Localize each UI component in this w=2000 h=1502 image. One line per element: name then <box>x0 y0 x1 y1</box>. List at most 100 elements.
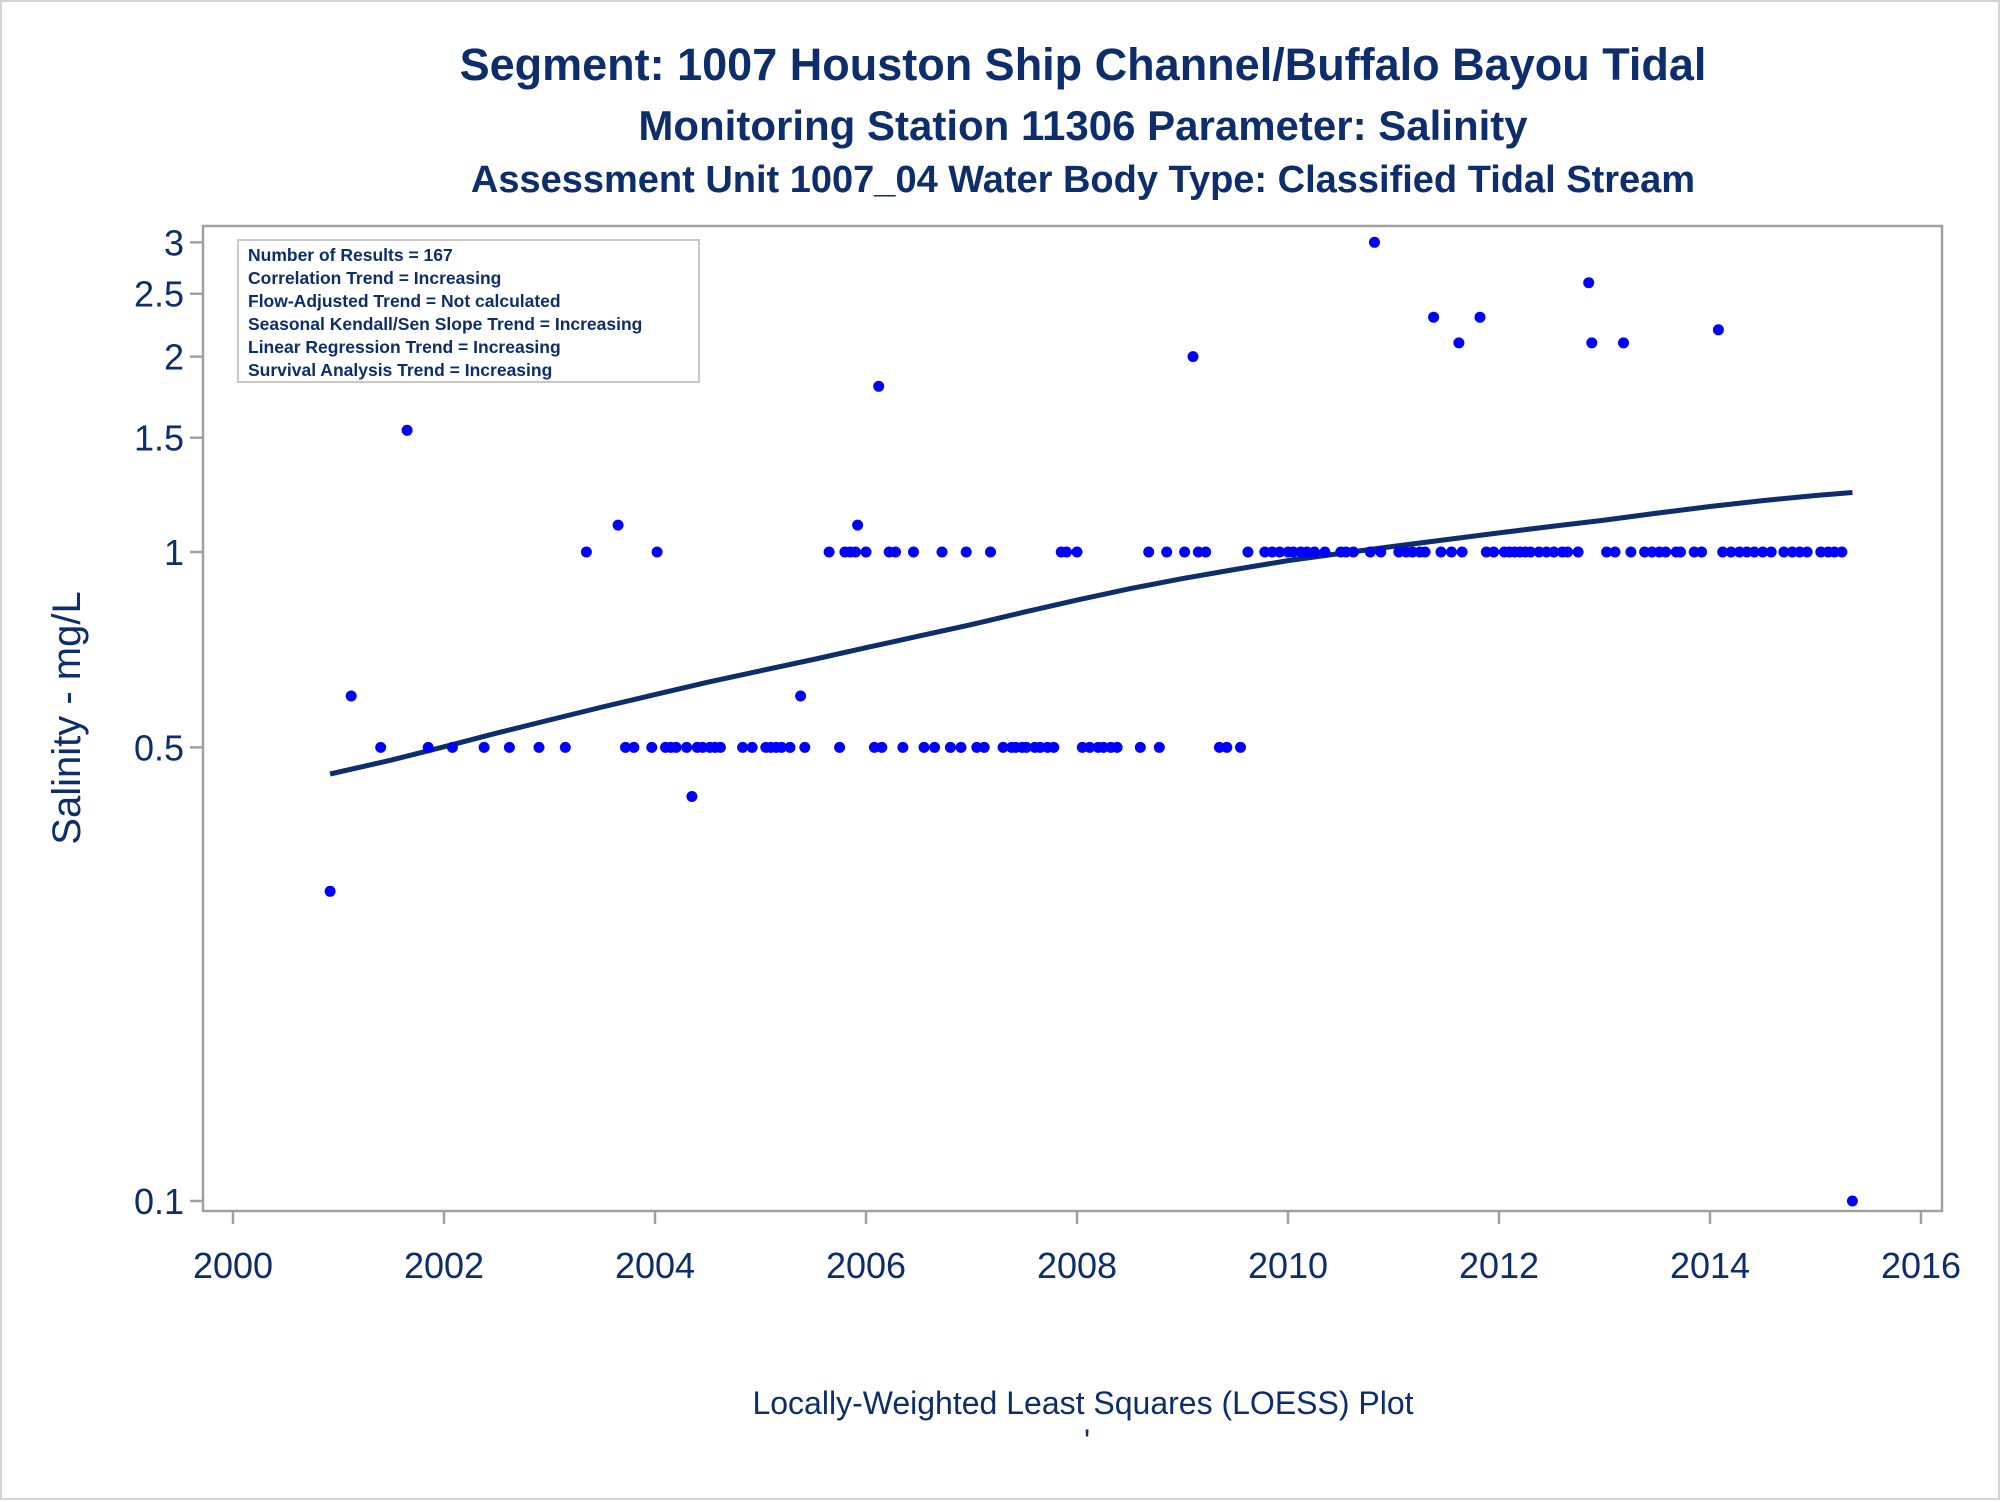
data-point <box>929 741 941 753</box>
data-point <box>1712 324 1724 336</box>
data-point <box>1525 546 1537 558</box>
y-axis: 0.1 0.5 1 1.5 2 2.5 3 <box>134 222 203 1222</box>
data-point <box>1625 546 1637 558</box>
data-point <box>1601 546 1613 558</box>
data-point <box>1020 741 1032 753</box>
data-point <box>776 741 788 753</box>
data-point <box>1428 311 1440 323</box>
data-point <box>1369 236 1380 248</box>
data-point <box>1801 546 1813 558</box>
data-point <box>1419 546 1431 558</box>
data-point <box>1179 546 1191 558</box>
data-point <box>1274 546 1286 558</box>
stats-line: Correlation Trend = Increasing <box>248 268 501 288</box>
stats-line: Linear Regression Trend = Increasing <box>248 337 561 357</box>
data-point <box>1364 546 1376 558</box>
data-point <box>823 546 835 558</box>
y-tick-label: 1 <box>164 532 184 573</box>
chart-subtitle: Monitoring Station 11306 Parameter: Sali… <box>638 102 1528 149</box>
x-tick-label: 2006 <box>826 1245 906 1286</box>
stats-line: Flow-Adjusted Trend = Not calculated <box>248 291 561 311</box>
data-point <box>1084 741 1096 753</box>
data-point <box>628 741 640 753</box>
data-point <box>784 741 796 753</box>
x-tick-label: 2008 <box>1037 1245 1117 1286</box>
data-point <box>1242 546 1254 558</box>
data-point <box>651 546 663 558</box>
data-point <box>978 741 990 753</box>
loess-line <box>329 490 1853 777</box>
data-point <box>580 546 592 558</box>
data-point <box>1778 546 1790 558</box>
data-point <box>1583 277 1595 289</box>
data-point <box>612 519 624 531</box>
data-point <box>1347 546 1359 558</box>
data-point <box>1757 546 1769 558</box>
data-point <box>345 690 357 702</box>
data-point <box>918 741 930 753</box>
data-point <box>860 546 872 558</box>
data-point <box>1488 546 1500 558</box>
data-point <box>944 741 956 753</box>
data-point <box>1153 741 1165 753</box>
data-point <box>646 741 658 753</box>
data-point <box>908 546 919 558</box>
y-tick-label: 2 <box>164 337 184 378</box>
scatter-points <box>324 236 1858 1207</box>
data-point <box>1134 741 1146 753</box>
data-point <box>1456 546 1468 558</box>
data-point <box>1474 311 1486 323</box>
data-point <box>1446 546 1457 558</box>
x-tick-label: 2004 <box>615 1245 695 1286</box>
data-point <box>401 424 413 436</box>
data-point <box>1846 1195 1858 1207</box>
chart-subtitle-2: Assessment Unit 1007_04 Water Body Type:… <box>471 159 1695 201</box>
data-point <box>1061 546 1072 558</box>
footnote-mark: ' <box>1084 1423 1090 1459</box>
data-point <box>1319 546 1331 558</box>
loess-layer <box>329 490 1853 777</box>
data-point <box>670 741 682 753</box>
data-point <box>1562 546 1574 558</box>
data-point <box>1308 546 1320 558</box>
data-point <box>1586 337 1598 349</box>
data-point <box>1200 546 1212 558</box>
data-point <box>1375 546 1387 558</box>
data-point <box>1235 741 1246 753</box>
data-point <box>686 791 698 802</box>
data-point <box>997 741 1009 753</box>
y-tick-label: 1.5 <box>134 418 184 459</box>
data-point <box>559 741 571 753</box>
data-point <box>1111 741 1123 753</box>
data-point <box>1696 546 1708 558</box>
data-point <box>897 741 909 753</box>
data-point <box>852 519 864 531</box>
stats-box-border <box>237 239 700 383</box>
data-point <box>1071 546 1083 558</box>
data-point <box>746 741 758 753</box>
plot-area <box>201 224 1944 1213</box>
data-point <box>1618 337 1629 349</box>
stats-line: Number of Results = 167 <box>248 245 453 265</box>
data-point <box>850 546 861 558</box>
stats-box: Number of Results = 167 Correlation Tren… <box>237 239 700 383</box>
data-point <box>1725 546 1737 558</box>
data-point <box>620 741 631 753</box>
data-point <box>324 885 336 897</box>
data-point <box>1660 546 1672 558</box>
data-point <box>681 741 693 753</box>
data-point <box>960 546 972 558</box>
stats-line: Survival Analysis Trend = Increasing <box>248 360 552 380</box>
x-tick-label: 2014 <box>1670 1245 1750 1286</box>
data-point <box>799 741 811 753</box>
data-point <box>890 546 901 558</box>
y-axis-label: Salinity - mg/L <box>45 591 89 844</box>
data-point <box>1748 546 1760 558</box>
data-point <box>1453 337 1465 349</box>
x-tick-label: 2012 <box>1459 1245 1539 1286</box>
data-point <box>1048 741 1060 753</box>
data-point <box>533 741 545 753</box>
x-tick-label: 2000 <box>193 1245 273 1286</box>
y-tick-label: 0.5 <box>134 727 184 768</box>
